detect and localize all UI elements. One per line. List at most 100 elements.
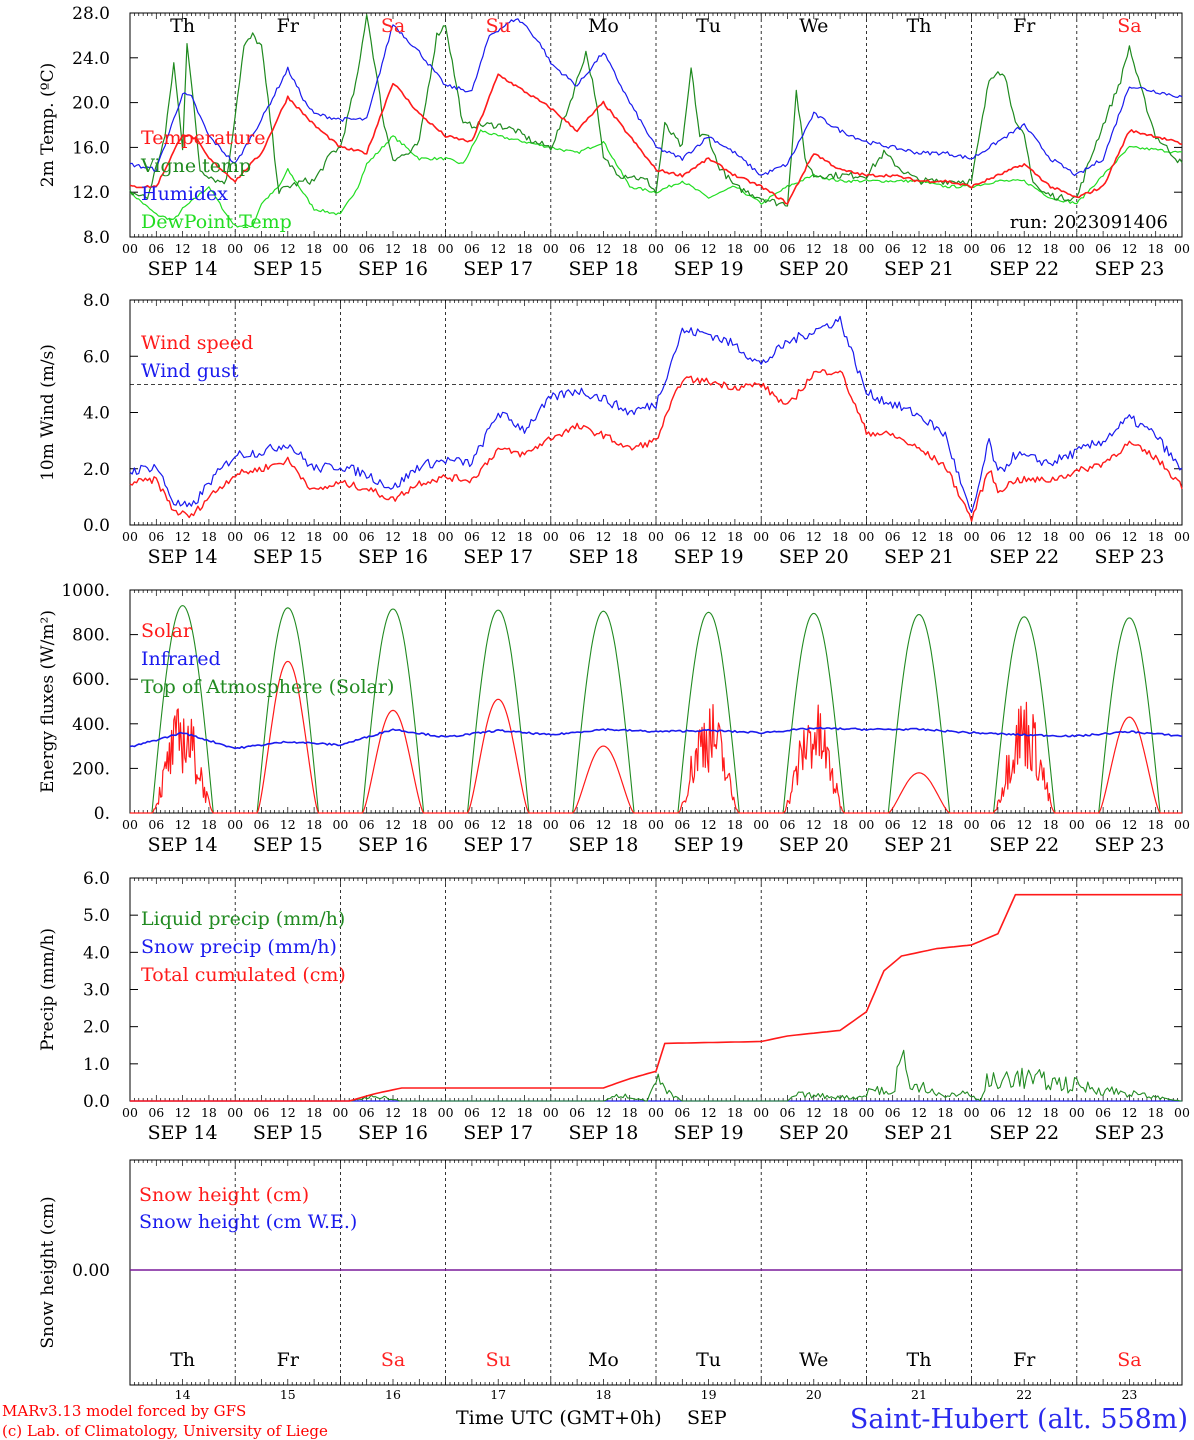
snow-day-name-label: Sa	[381, 1349, 405, 1371]
temperature-series-line	[129, 73, 1183, 205]
wind-hour-label: 12	[280, 529, 296, 544]
precip-hour-label: 12	[175, 1105, 191, 1120]
precip-y-tick-label: 0.0	[83, 1092, 110, 1112]
precip-hour-label: 06	[148, 1105, 164, 1120]
precip-hour-label: 12	[911, 1105, 927, 1120]
energy-hour-label: 06	[990, 817, 1006, 832]
precip-hour-label: 00	[227, 1105, 243, 1120]
wind-hour-label: 18	[1148, 529, 1164, 544]
precip-hour-label: 00	[438, 1105, 454, 1120]
wind-hour-label: 12	[911, 529, 927, 544]
temp-hour-label: 18	[201, 241, 217, 256]
energy-y-axis-title: Energy fluxes (W/m²)	[38, 610, 58, 793]
wind-hour-label: 12	[701, 529, 717, 544]
snow-legend-item: Snow height (cm)	[139, 1184, 309, 1206]
temp-hour-label: 06	[990, 241, 1006, 256]
wind-hour-label: 18	[1043, 529, 1059, 544]
energy-hour-label: 00	[753, 817, 769, 832]
energy-frame	[129, 589, 1183, 814]
precip-hour-label: 06	[464, 1105, 480, 1120]
energy-hour-label: 06	[569, 817, 585, 832]
temp-hour-label: 12	[175, 241, 191, 256]
precip-hour-label: 00	[964, 1105, 980, 1120]
temp-hour-label: 06	[780, 241, 796, 256]
temp-y-tick-label: 12.0	[72, 183, 110, 203]
wind-hour-label: 18	[832, 529, 848, 544]
temp-date-label: SEP 19	[674, 258, 744, 280]
precip-hour-label: 06	[1095, 1105, 1111, 1120]
temp-day-name-label: Th	[170, 15, 195, 37]
temp-y-axis-title: 2m Temp. (ºC)	[38, 63, 58, 188]
temp-hour-label: 18	[411, 241, 427, 256]
wind-speed-series-line	[129, 369, 1183, 522]
precip-y-tick-label: 4.0	[83, 943, 110, 963]
snow-day-name-label: Th	[907, 1349, 932, 1371]
wind-frame	[129, 299, 1183, 526]
temp-hour-label: 12	[1016, 241, 1032, 256]
precip-legend-item: Liquid precip (mm/h)	[141, 908, 345, 930]
energy-hour-label: 12	[911, 817, 927, 832]
month-label: SEP	[687, 1407, 727, 1429]
temp-hour-label: 06	[148, 241, 164, 256]
lab-copyright: (c) Lab. of Climatology, University of L…	[2, 1422, 328, 1440]
energy-hour-label: 18	[937, 817, 953, 832]
temp-hour-label: 18	[1043, 241, 1059, 256]
snow-day-name-label: Tu	[696, 1349, 721, 1371]
temp-hour-label: 18	[1148, 241, 1164, 256]
snow-day-name-label: Fr	[1013, 1349, 1036, 1371]
precip-y-tick-label: 1.0	[83, 1055, 110, 1075]
temp-date-label: SEP 14	[148, 258, 218, 280]
wind-hour-label: 12	[1121, 529, 1137, 544]
temp-hour-label: 00	[1174, 241, 1190, 256]
precip-hour-label: 00	[753, 1105, 769, 1120]
snow-y-tick-label: 0.00	[72, 1261, 110, 1281]
temp-legend-item: Temperature	[141, 127, 265, 149]
wind-hour-label: 06	[148, 529, 164, 544]
wind-hour-label: 06	[1095, 529, 1111, 544]
wind-hour-label: 06	[254, 529, 270, 544]
temp-hour-label: 12	[1121, 241, 1137, 256]
temp-hour-label: 00	[858, 241, 874, 256]
snow-y-axis-title: Snow height (cm)	[38, 1196, 58, 1348]
energy-date-label: SEP 15	[253, 834, 323, 856]
wind-hour-label: 00	[227, 529, 243, 544]
energy-hour-label: 06	[359, 817, 375, 832]
temp-hour-label: 06	[464, 241, 480, 256]
temp-hour-label: 12	[490, 241, 506, 256]
toa-solar-series-line	[130, 605, 1182, 814]
temp-day-name-label: Fr	[1013, 15, 1036, 37]
energy-y-tick-label: 200.	[72, 759, 110, 779]
energy-hour-label: 06	[1095, 817, 1111, 832]
wind-hour-label: 00	[122, 529, 138, 544]
humidex-series-line	[129, 18, 1183, 177]
precip-hour-label: 12	[806, 1105, 822, 1120]
energy-legend-item: Solar	[141, 620, 193, 642]
wind-hour-label: 12	[595, 529, 611, 544]
precip-hour-label: 18	[201, 1105, 217, 1120]
energy-date-label: SEP 20	[779, 834, 849, 856]
wind-hour-label: 00	[543, 529, 559, 544]
temp-y-tick-label: 8.0	[83, 228, 110, 248]
snow-day-name-label: Fr	[277, 1349, 300, 1371]
energy-hour-label: 06	[464, 817, 480, 832]
precip-hour-label: 06	[359, 1105, 375, 1120]
precip-hour-label: 06	[780, 1105, 796, 1120]
temp-day-name-label: We	[799, 15, 828, 37]
temp-hour-label: 12	[911, 241, 927, 256]
precip-hour-label: 12	[280, 1105, 296, 1120]
temp-hour-label: 06	[885, 241, 901, 256]
snow-panel: 0.00 Snow height (cm) Th 14 Fr 15 Sa 16 Su 17 Mo 18…	[38, 1159, 1183, 1402]
precip-y-tick-label: 6.0	[83, 869, 110, 889]
precip-hour-label: 00	[648, 1105, 664, 1120]
temp-day-name-label: Mo	[588, 15, 619, 37]
wind-date-label: SEP 23	[1094, 546, 1164, 568]
energy-hour-label: 06	[885, 817, 901, 832]
energy-hour-label: 12	[280, 817, 296, 832]
energy-hour-label: 00	[648, 817, 664, 832]
temp-day-name-label: Fr	[277, 15, 300, 37]
energy-y-tick-label: 600.	[72, 670, 110, 690]
precip-y-tick-label: 5.0	[83, 906, 110, 926]
precip-date-label: SEP 15	[253, 1122, 323, 1144]
temp-hour-label: 18	[832, 241, 848, 256]
temp-date-label: SEP 23	[1094, 258, 1164, 280]
